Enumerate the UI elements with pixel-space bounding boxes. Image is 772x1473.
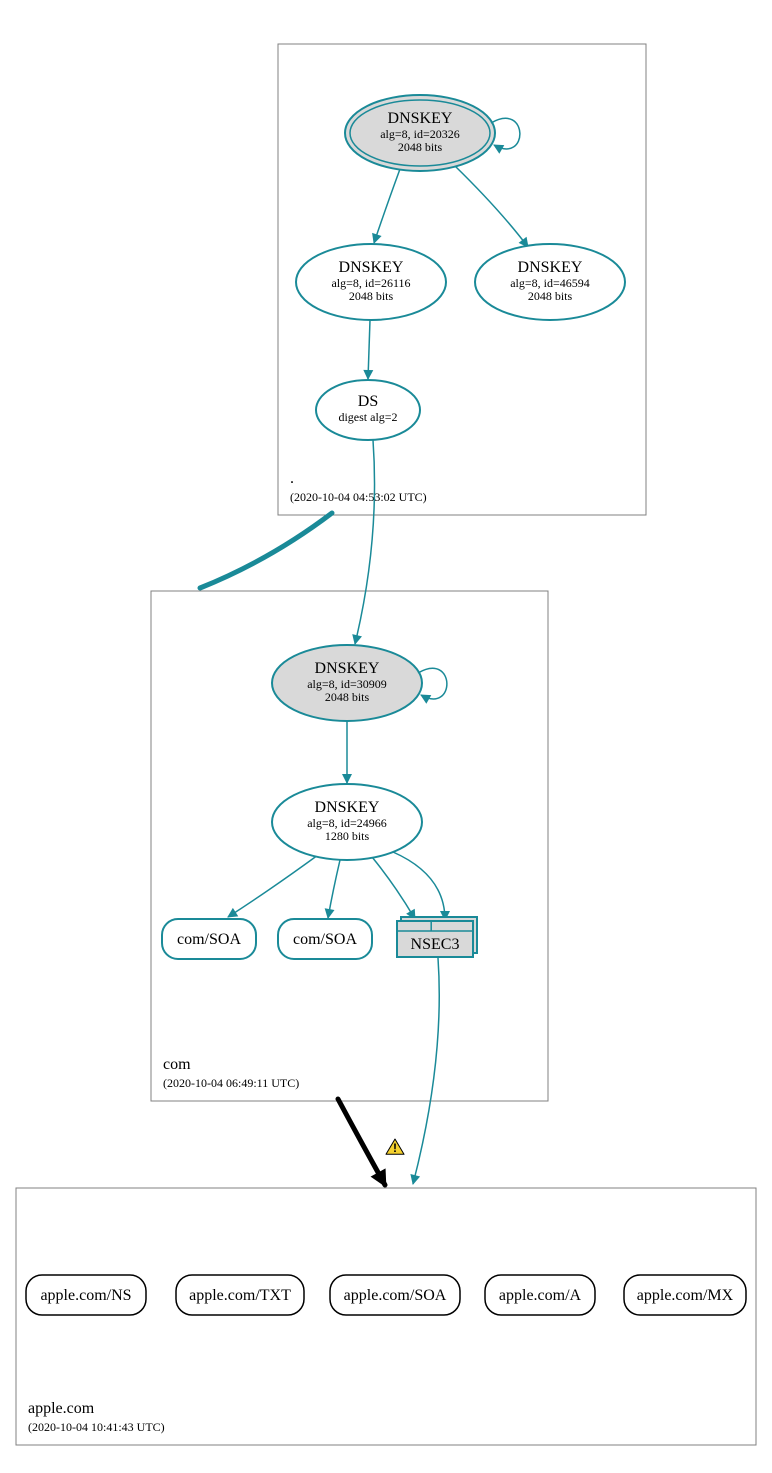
rr-nsec3: NSEC3 <box>397 917 477 957</box>
node-root_zsk2: DNSKEYalg=8, id=465942048 bits <box>475 244 625 320</box>
edge <box>355 440 375 644</box>
node-detail: alg=8, id=24966 <box>307 816 387 830</box>
rr-apple_soa: apple.com/SOA <box>330 1275 460 1315</box>
node-detail: 2048 bits <box>398 140 443 154</box>
node-com_zsk: DNSKEYalg=8, id=249661280 bits <box>272 784 422 860</box>
node-root_zsk1: DNSKEYalg=8, id=261162048 bits <box>296 244 446 320</box>
node-ds: DSdigest alg=2 <box>316 380 420 440</box>
node-title: DS <box>358 393 378 410</box>
rr-apple_txt: apple.com/TXT <box>176 1275 304 1315</box>
zone-name: apple.com <box>28 1400 95 1417</box>
edge <box>228 855 318 917</box>
zone-name: com <box>163 1056 191 1073</box>
node-title: DNSKEY <box>518 259 583 276</box>
rr-com_soa1: com/SOA <box>162 919 256 959</box>
rr-label: apple.com/A <box>499 1287 582 1304</box>
node-detail: alg=8, id=26116 <box>331 276 410 290</box>
node-title: DNSKEY <box>315 660 380 677</box>
rr-label: apple.com/MX <box>637 1287 734 1304</box>
node-detail: alg=8, id=46594 <box>510 276 590 290</box>
edge <box>368 320 370 379</box>
node-title: DNSKEY <box>339 259 404 276</box>
rr-label: apple.com/NS <box>40 1287 131 1304</box>
zone-apple: apple.com (2020-10-04 10:41:43 UTC) <box>16 1188 756 1445</box>
edge <box>374 169 400 243</box>
warning-bang: ! <box>393 1141 397 1155</box>
node-title: DNSKEY <box>315 799 380 816</box>
rr-label: apple.com/TXT <box>189 1287 291 1304</box>
zone-timestamp: (2020-10-04 04:53:02 UTC) <box>290 490 427 504</box>
delegation-edge <box>200 513 332 588</box>
rr-label: com/SOA <box>293 931 357 948</box>
node-com_ksk: DNSKEYalg=8, id=309092048 bits <box>272 645 447 721</box>
rr-apple_a: apple.com/A <box>485 1275 595 1315</box>
rr-label: com/SOA <box>177 931 241 948</box>
node-detail: 2048 bits <box>325 690 370 704</box>
zone-timestamp: (2020-10-04 06:49:11 UTC) <box>163 1076 299 1090</box>
edge <box>413 958 439 1184</box>
zone-timestamp: (2020-10-04 10:41:43 UTC) <box>28 1420 165 1434</box>
node-detail: 2048 bits <box>349 289 394 303</box>
node-root_ksk: DNSKEYalg=8, id=203262048 bits <box>345 95 520 171</box>
node-title: DNSKEY <box>388 110 453 127</box>
warning-icon: ! <box>386 1139 404 1155</box>
edge <box>393 852 445 920</box>
rr-com_soa2: com/SOA <box>278 919 372 959</box>
node-detail: alg=8, id=30909 <box>307 677 387 691</box>
rr-label: apple.com/SOA <box>344 1287 447 1304</box>
zone-name: . <box>290 470 294 487</box>
delegation-edge <box>338 1099 385 1185</box>
edge <box>372 857 415 919</box>
node-detail: 2048 bits <box>528 289 573 303</box>
rr-label: NSEC3 <box>411 936 460 953</box>
dnssec-chain-diagram: . (2020-10-04 04:53:02 UTC) com (2020-10-04… <box>0 0 772 1473</box>
node-detail: 1280 bits <box>325 829 370 843</box>
node-detail: digest alg=2 <box>338 410 397 424</box>
rr-apple_mx: apple.com/MX <box>624 1275 746 1315</box>
rr-apple_ns: apple.com/NS <box>26 1275 146 1315</box>
edge <box>328 860 340 918</box>
node-detail: alg=8, id=20326 <box>380 127 460 141</box>
edge <box>455 166 528 247</box>
